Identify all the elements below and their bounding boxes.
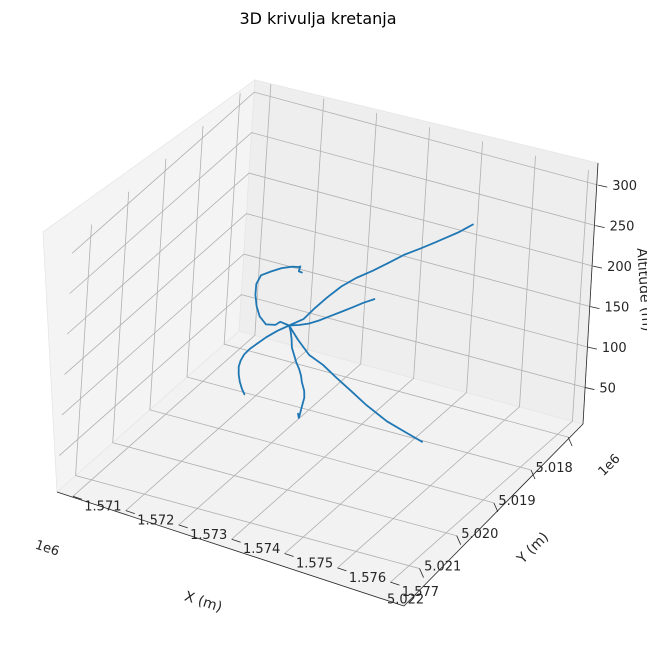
trajectory-segment [237,324,291,396]
y-grid-line [125,98,325,511]
axis-ticks: 5.018 5.019 5.020 5.021 5.022 1.571 1.572 1.573… [72,179,637,608]
z-grid-line [59,294,586,456]
x-offset-label: 1e6 [33,538,61,560]
y-offset-label: 1e6 [596,452,624,480]
z-tick-mark [587,346,597,350]
y-grid-line [284,141,483,554]
trajectory-segment [254,265,303,327]
x-tick-label: 5.021 [424,560,461,575]
z-grid-line [64,213,591,375]
y-grid-line [337,155,536,569]
y-grid-line [390,170,589,583]
x-grid-line [112,191,457,537]
z-tick-label: 50 [599,382,616,397]
x-tick-mark [530,469,536,480]
x-tick-mark [567,436,573,447]
x-tick-label: 5.019 [498,494,535,509]
z-tick-label: 250 [610,220,635,235]
grid-lines [59,84,599,583]
x-tick-label: 5.022 [387,593,424,608]
y-tick-label: 1.574 [243,542,280,557]
y-tick-label: 1.571 [84,499,121,514]
y-grid-line [178,112,378,526]
trajectory-segment [288,324,424,443]
z-grid-line [71,91,599,254]
y-tick-mark [231,538,241,543]
y-tick-mark [337,567,347,572]
chart-title: 3D krivulja kretanja [239,9,396,28]
y-tick-label: 1.576 [349,571,386,586]
z-tick-label: 150 [604,301,629,316]
z-tick-label: 200 [607,260,632,275]
y-tick-mark [72,495,83,500]
x-axis-label: X (m) [182,589,224,616]
y-tick-label: 1.577 [402,585,439,600]
trajectory-segment [288,223,474,327]
y-grid-line [231,127,431,540]
y-tick-mark [178,524,188,529]
x-tick-mark [456,535,462,545]
z-tick-mark [595,225,605,229]
y-axis-line [403,423,584,607]
x-tick-label: 5.018 [536,461,573,476]
y-grid-line [72,84,272,497]
y-tick-mark [390,581,400,586]
x-grid-line [223,93,569,438]
z-tick-label: 100 [602,341,627,356]
x-grid-line [149,158,494,504]
x-axis-line [56,491,405,607]
x-tick-mark [419,568,424,578]
trajectory-line [237,223,474,443]
y-tick-label: 1.573 [190,528,227,543]
y-tick-label: 1.572 [137,514,174,529]
y-tick-mark [125,510,135,514]
trajectory-segment [288,298,376,327]
y-axis-label: Y (m) [514,529,553,568]
z-tick-mark [590,306,600,309]
z-grid-line [69,132,596,294]
z-tick-label: 300 [612,179,637,194]
z-tick-mark [585,387,595,390]
trajectory-segment [288,324,306,419]
y-tick-label: 1.575 [296,557,333,572]
x-tick-label: 5.020 [461,527,498,542]
z-grid-line [61,253,589,416]
z-tick-mark [598,184,608,188]
x-tick-mark [493,502,499,513]
z-grid-line [66,172,594,335]
z-axis-label: Altitude (m) [633,247,647,332]
x-grid-line [75,224,420,569]
y-tick-mark [284,553,294,557]
z-axis-line [582,162,599,425]
z-tick-mark [592,265,603,269]
